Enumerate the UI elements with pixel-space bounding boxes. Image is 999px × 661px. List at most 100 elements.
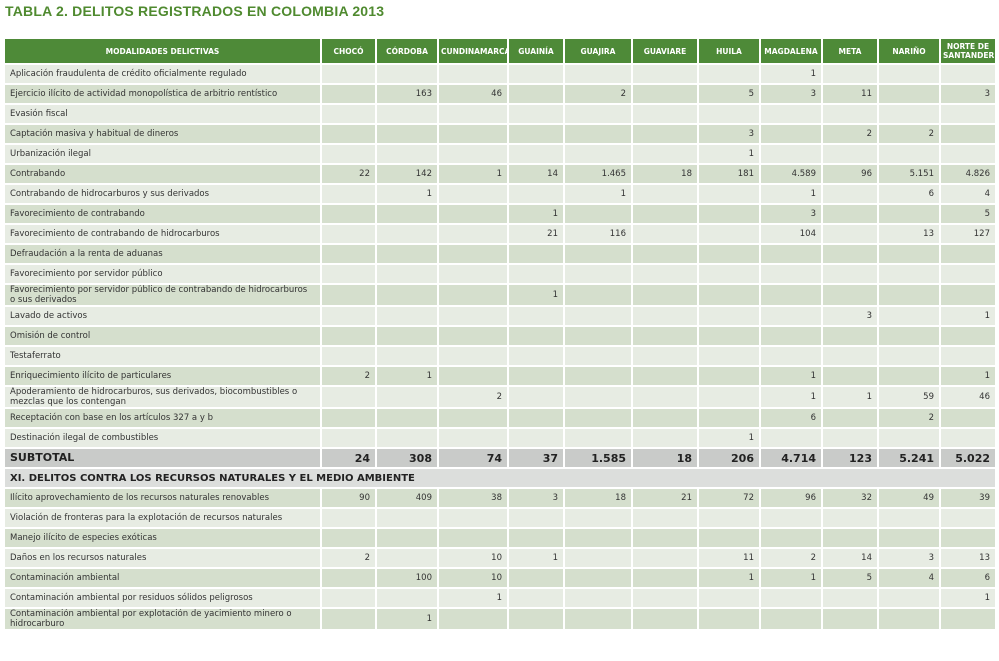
cell: 6: [879, 185, 939, 203]
cell: [823, 327, 877, 345]
cell: 1: [565, 185, 631, 203]
cell: [322, 145, 375, 163]
cell: [322, 327, 375, 345]
cell: [322, 609, 375, 629]
cell: 4.826: [941, 165, 995, 183]
row-label: Receptación con base en los artículos 32…: [5, 409, 320, 427]
cell: [509, 589, 563, 607]
cell: [633, 429, 697, 447]
column-header: MODALIDADES DELICTIVAS: [5, 39, 320, 63]
cell: 1: [439, 165, 507, 183]
column-header: CUNDINAMARCA: [439, 39, 507, 63]
table-row: Contrabando 22 142 1 14 1.465 18 181 4.589 96 5.15…: [5, 165, 995, 183]
cell: [439, 529, 507, 547]
cell: [509, 265, 563, 283]
cell: [439, 185, 507, 203]
cell: [322, 225, 375, 243]
cell: [509, 185, 563, 203]
cell: 59: [879, 387, 939, 407]
row-label: Manejo ilícito de especies exóticas: [5, 529, 320, 547]
cell: [377, 245, 437, 263]
cell: [565, 125, 631, 143]
table-row: Evasión fiscal: [5, 105, 995, 123]
cell: [879, 245, 939, 263]
cell: 5.022: [941, 449, 995, 467]
row-label: Aplicación fraudulenta de crédito oficia…: [5, 65, 320, 83]
cell: [699, 285, 759, 305]
cell: 3: [761, 85, 821, 103]
cell: [322, 265, 375, 283]
cell: 2: [322, 549, 375, 567]
row-label: Lavado de activos: [5, 307, 320, 325]
cell: [633, 265, 697, 283]
row-label: Violación de fronteras para la explotaci…: [5, 509, 320, 527]
cell: [565, 609, 631, 629]
cell: 5.151: [879, 165, 939, 183]
cell: [565, 549, 631, 567]
cell: 163: [377, 85, 437, 103]
table-row: Omisión de control: [5, 327, 995, 345]
cell: [633, 589, 697, 607]
cell: [322, 529, 375, 547]
cell: [823, 105, 877, 123]
cell: [633, 85, 697, 103]
cell: [941, 347, 995, 365]
cell: [761, 245, 821, 263]
cell: [633, 327, 697, 345]
cell: [879, 429, 939, 447]
cell: [941, 409, 995, 427]
table-row: Favorecimiento por servidor público: [5, 265, 995, 283]
cell: [761, 609, 821, 629]
cell: 14: [823, 549, 877, 567]
cell: 1: [761, 367, 821, 385]
cell: 11: [699, 549, 759, 567]
cell: [377, 529, 437, 547]
cell: [509, 529, 563, 547]
cell: 22: [322, 165, 375, 183]
cell: 1: [941, 367, 995, 385]
cell: [633, 409, 697, 427]
cell: [699, 245, 759, 263]
cell: [377, 265, 437, 283]
cell: 74: [439, 449, 507, 467]
row-label: Captación masiva y habitual de dineros: [5, 125, 320, 143]
row-label: Contrabando de hidrocarburos y sus deriv…: [5, 185, 320, 203]
cell: [439, 245, 507, 263]
cell: [879, 347, 939, 365]
cell: [565, 245, 631, 263]
column-header: NORTE DE SANTANDER: [941, 39, 995, 63]
cell: 2: [879, 125, 939, 143]
cell: 38: [439, 489, 507, 507]
cell: [377, 429, 437, 447]
cell: [699, 65, 759, 83]
cell: 1: [377, 185, 437, 203]
cell: [761, 145, 821, 163]
cell: [509, 609, 563, 629]
cell: [322, 387, 375, 407]
cell: [565, 367, 631, 385]
cell: [633, 387, 697, 407]
cell: [633, 307, 697, 325]
table-row: Aplicación fraudulenta de crédito oficia…: [5, 65, 995, 83]
row-label: Daños en los recursos naturales: [5, 549, 320, 567]
row-label: Favorecimiento de contrabando de hidroca…: [5, 225, 320, 243]
cell: [823, 225, 877, 243]
cell: [377, 347, 437, 365]
cell: 100: [377, 569, 437, 587]
section-title: XI. DELITOS CONTRA LOS RECURSOS NATURALE…: [5, 469, 995, 487]
cell: [509, 125, 563, 143]
cell: [322, 105, 375, 123]
cell: [509, 145, 563, 163]
cell: [699, 387, 759, 407]
cell: [377, 145, 437, 163]
cell: [377, 307, 437, 325]
cell: [879, 327, 939, 345]
cell: [439, 225, 507, 243]
table-row: Contaminación ambiental por explotación …: [5, 609, 995, 629]
header-row: MODALIDADES DELICTIVAS CHOCÓ CÓRDOBA CUNDIN…: [5, 39, 995, 63]
cell: [439, 105, 507, 123]
cell: [699, 529, 759, 547]
cell: [699, 409, 759, 427]
cell: [761, 125, 821, 143]
cell: 1: [509, 285, 563, 305]
